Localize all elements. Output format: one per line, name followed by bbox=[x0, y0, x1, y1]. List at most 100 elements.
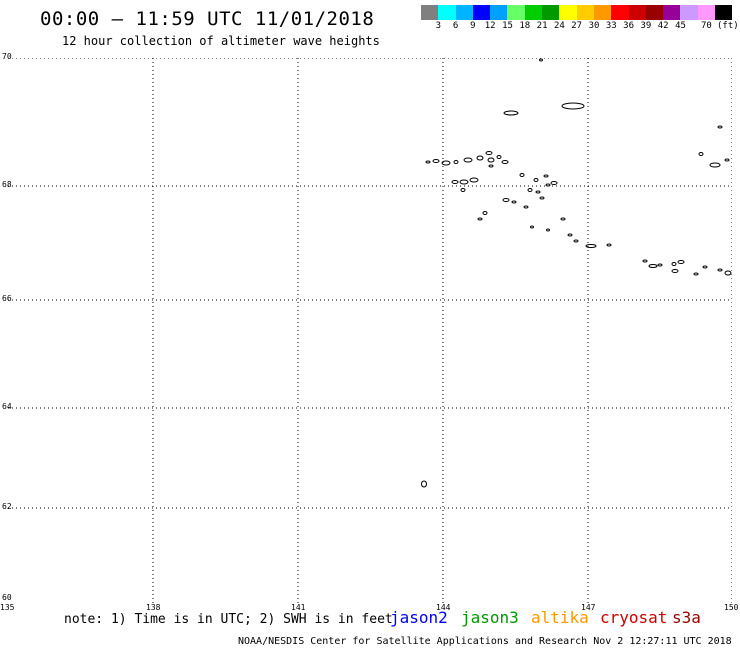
island bbox=[487, 157, 495, 163]
island bbox=[501, 160, 509, 164]
colorbar-swatch bbox=[645, 5, 664, 20]
island bbox=[698, 152, 704, 156]
island bbox=[585, 244, 597, 248]
island bbox=[657, 263, 663, 267]
island bbox=[724, 270, 732, 276]
colorbar-swatch bbox=[455, 5, 473, 20]
colorbar-label: 33 bbox=[605, 21, 617, 31]
island bbox=[573, 239, 579, 243]
island bbox=[460, 188, 466, 192]
map-frame bbox=[8, 58, 732, 603]
colorbar-unit: (ft) bbox=[717, 21, 739, 31]
colorbar-label: 15 bbox=[502, 21, 513, 31]
colorbar-swatch bbox=[438, 5, 456, 20]
lat-tick-66: 66 bbox=[2, 294, 12, 303]
island bbox=[543, 174, 549, 178]
island bbox=[539, 58, 543, 62]
island bbox=[539, 196, 545, 200]
island bbox=[724, 158, 730, 162]
lat-tick-70: 70 bbox=[2, 52, 12, 61]
island bbox=[523, 205, 529, 209]
island bbox=[485, 151, 493, 155]
lat-tick-62: 62 bbox=[2, 502, 12, 511]
satellite-jason2: jason2 bbox=[390, 608, 448, 627]
satellite-jason3: jason3 bbox=[461, 608, 519, 627]
colorbar-swatch bbox=[593, 5, 612, 20]
colorbar-swatch bbox=[559, 5, 577, 20]
grid-lines bbox=[8, 58, 732, 603]
island bbox=[453, 160, 459, 164]
island bbox=[527, 188, 533, 192]
island bbox=[459, 179, 469, 185]
island bbox=[606, 243, 612, 247]
colorbar-swatch bbox=[524, 5, 543, 20]
island bbox=[717, 125, 723, 129]
colorbar-swatch bbox=[542, 5, 560, 20]
island bbox=[545, 183, 551, 187]
island bbox=[671, 262, 677, 266]
island bbox=[535, 190, 541, 194]
island bbox=[533, 178, 539, 182]
island bbox=[488, 164, 494, 168]
colorbar-label: 6 bbox=[452, 21, 459, 31]
colorbar-swatch bbox=[576, 5, 594, 20]
island bbox=[482, 211, 488, 215]
footer-note: note: 1) Time is in UTC; 2) SWH is in fe… bbox=[64, 612, 393, 627]
map-title: 00:00 – 11:59 UTC 11/01/2018 bbox=[40, 8, 375, 30]
colorbar-label: 18 bbox=[519, 21, 531, 31]
colorbar-swatch bbox=[611, 5, 629, 20]
colorbar-swatch bbox=[472, 5, 491, 20]
island bbox=[648, 264, 658, 268]
island bbox=[709, 162, 721, 168]
island bbox=[567, 233, 573, 237]
colorbar-label: 42 bbox=[657, 21, 669, 31]
colorbar-swatch bbox=[507, 5, 525, 20]
lon-tick-141: 141 bbox=[291, 603, 306, 612]
island bbox=[503, 110, 519, 116]
colorbar-label: 12 bbox=[484, 21, 496, 31]
coastline-islands bbox=[421, 58, 732, 488]
lat-tick-64: 64 bbox=[2, 402, 12, 411]
island bbox=[550, 181, 558, 185]
colorbar-label: 45 bbox=[675, 21, 686, 31]
map-subtitle: 12 hour collection of altimeter wave hei… bbox=[62, 34, 380, 48]
colorbar-swatch bbox=[490, 5, 508, 20]
colorbar-label: 39 bbox=[640, 21, 652, 31]
colorbar bbox=[421, 5, 733, 20]
satellite-s3a: s3a bbox=[672, 608, 701, 627]
island bbox=[451, 180, 459, 184]
island bbox=[432, 159, 440, 163]
island bbox=[496, 155, 502, 159]
colorbar-label: 3 bbox=[435, 21, 442, 31]
colorbar-swatch bbox=[715, 5, 733, 20]
island bbox=[463, 157, 473, 163]
credit-line: NOAA/NESDIS Center for Satellite Applica… bbox=[238, 636, 732, 647]
colorbar-swatch bbox=[421, 5, 439, 20]
lon-tick-147: 147 bbox=[581, 603, 596, 612]
colorbar-swatch bbox=[680, 5, 698, 20]
colorbar-label: 70 bbox=[701, 21, 712, 31]
island bbox=[693, 272, 699, 276]
lon-tick-135: 135 bbox=[0, 603, 15, 612]
island bbox=[642, 259, 648, 263]
island bbox=[502, 198, 510, 202]
island bbox=[546, 228, 550, 232]
island bbox=[441, 160, 451, 166]
lon-tick-150: 150 bbox=[724, 603, 739, 612]
colorbar-swatch bbox=[697, 5, 716, 20]
island bbox=[530, 225, 534, 229]
island bbox=[425, 160, 431, 164]
colorbar-label: 9 bbox=[470, 21, 476, 31]
lat-tick-60: 60 bbox=[2, 593, 12, 602]
colorbar-label: 36 bbox=[623, 21, 635, 31]
colorbar-swatch bbox=[663, 5, 681, 20]
island bbox=[561, 102, 585, 110]
island bbox=[560, 217, 566, 221]
island bbox=[671, 269, 679, 273]
colorbar-swatch bbox=[628, 5, 646, 20]
lon-tick-138: 138 bbox=[146, 603, 161, 612]
island bbox=[476, 155, 484, 161]
colorbar-label: 21 bbox=[536, 21, 548, 31]
island bbox=[421, 480, 427, 488]
island bbox=[702, 265, 708, 269]
